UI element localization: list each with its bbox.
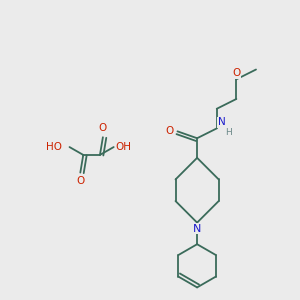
Text: N: N xyxy=(218,117,226,128)
Text: O: O xyxy=(99,123,107,134)
Text: O: O xyxy=(76,176,84,186)
Text: N: N xyxy=(193,224,201,234)
Text: OH: OH xyxy=(116,142,132,152)
Text: O: O xyxy=(232,68,241,78)
Text: H: H xyxy=(226,128,232,137)
Text: HO: HO xyxy=(46,142,62,152)
Text: O: O xyxy=(166,126,174,136)
